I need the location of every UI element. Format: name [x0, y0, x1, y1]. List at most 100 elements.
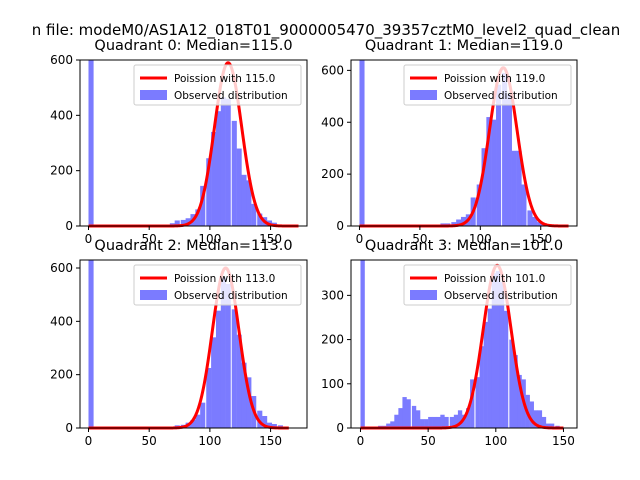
legend-swatch-patch: [140, 90, 167, 100]
histogram-bar: [517, 374, 522, 428]
histogram-bar: [541, 416, 547, 428]
histogram-bar: [195, 209, 201, 226]
histogram-bar: [491, 273, 497, 428]
histogram-bar: [241, 174, 247, 226]
histogram-bar: [398, 408, 403, 428]
chart-panel-0: 0 50 100 150 0 200 400 600 Poission with 115.0 Ob…: [50, 38, 308, 246]
x-tick-label: 0: [85, 232, 93, 246]
chart-panel-2: 0 50 100 150 0 200 400 600 Poission with 113.0 Ob…: [50, 238, 308, 448]
histogram-bar: [394, 414, 399, 428]
histogram-bar: [246, 377, 252, 428]
histogram-bar: [491, 119, 497, 226]
histogram-bar: [527, 210, 533, 226]
histogram-bar: [174, 220, 180, 226]
chart-panel-3: 0 50 100 150 0 100 200 300 Poission with 101.0 Ob…: [321, 238, 578, 448]
histogram-bar: [549, 423, 555, 428]
histogram-bar: [486, 117, 492, 226]
x-tick-label: 150: [259, 232, 282, 246]
legend-box: [403, 64, 572, 106]
x-tick-label: 50: [420, 434, 435, 448]
histogram-bar: [483, 321, 488, 428]
histogram-bar: [502, 72, 508, 226]
legend-box: [133, 64, 302, 106]
legend: Poission with 101.0 Observed distribution: [403, 264, 572, 306]
histogram-bar: [451, 222, 457, 226]
histogram-bar: [359, 60, 365, 226]
histogram-bar: [457, 410, 463, 428]
histogram-bar: [225, 284, 231, 428]
histogram-bar: [432, 416, 437, 428]
histogram-bar: [513, 355, 518, 428]
histogram-bar: [241, 362, 247, 428]
x-tick-label: 50: [142, 434, 157, 448]
histogram-bar: [532, 216, 538, 226]
x-tick-label: 0: [85, 434, 93, 448]
histogram-bar: [246, 180, 252, 226]
x-tick-label: 0: [356, 232, 364, 246]
y-tick-label: 200: [50, 368, 73, 382]
panel-title: Quadrant 0: Median=115.0: [94, 38, 292, 54]
legend-entry: Poission with 119.0: [444, 73, 545, 85]
histogram-bar: [206, 158, 212, 226]
y-tick-label: 600: [50, 53, 73, 67]
histogram-bar: [516, 150, 522, 226]
histogram-bar: [190, 420, 196, 428]
x-tick-label: 100: [484, 434, 507, 448]
panel-title: Quadrant 1: Median=119.0: [365, 38, 563, 54]
x-tick-label: 0: [357, 434, 365, 448]
legend-entry: Observed distribution: [174, 90, 288, 102]
histogram-bar: [466, 408, 471, 428]
y-tick-label: 0: [65, 219, 73, 233]
histogram-bar: [200, 402, 206, 428]
histogram-bar: [545, 423, 551, 428]
y-tick-label: 0: [65, 421, 73, 435]
histogram-bar: [503, 310, 509, 428]
histogram-bar: [509, 339, 514, 428]
x-tick-label: 50: [142, 232, 157, 246]
legend: Poission with 119.0 Observed distribution: [403, 64, 572, 106]
figure-suptitle: n file: modeM0/AS1A12_018T01_9000005470_…: [32, 21, 621, 40]
histogram-bar: [402, 397, 407, 428]
legend-swatch-patch: [410, 90, 437, 100]
histogram-bar: [257, 410, 263, 428]
x-tick-label: 150: [259, 434, 282, 448]
x-tick-label: 100: [198, 232, 221, 246]
histogram-bar: [415, 410, 421, 428]
histogram-bar: [461, 414, 467, 428]
histogram-bar: [411, 405, 417, 428]
histogram-bar: [220, 277, 226, 428]
histogram-bar: [481, 148, 487, 226]
legend-swatch-patch: [410, 290, 437, 300]
histogram-bar: [360, 260, 365, 428]
histogram-bar: [225, 98, 231, 226]
y-tick-label: 0: [336, 219, 344, 233]
histogram-bar: [185, 218, 191, 226]
histogram-bar: [456, 219, 462, 226]
axes-frame: [350, 59, 578, 227]
histogram-bar: [262, 416, 268, 428]
y-tick-label: 0: [336, 421, 344, 435]
histogram-bar: [180, 219, 186, 226]
histogram-bar: [511, 150, 517, 226]
histogram-bar: [88, 60, 94, 226]
axes-frame: [79, 259, 308, 429]
x-tick-label: 100: [469, 232, 492, 246]
y-tick-label: 100: [321, 377, 344, 391]
y-tick-label: 300: [321, 288, 344, 302]
histogram-bar: [453, 414, 459, 428]
legend-entry: Observed distribution: [444, 290, 558, 302]
histogram-bar: [449, 416, 455, 428]
legend-swatch-patch: [140, 290, 167, 300]
histogram-bar: [495, 271, 501, 428]
legend: Poission with 115.0 Observed distribution: [133, 64, 302, 106]
histogram-bar: [479, 346, 484, 428]
histogram-bar: [206, 368, 212, 428]
histogram-bar: [444, 416, 449, 428]
histogram-bar: [487, 308, 493, 428]
histogram-bar: [440, 414, 445, 428]
histogram-bar: [506, 93, 512, 226]
legend-entry: Poission with 101.0: [444, 273, 545, 285]
histogram-bar: [236, 148, 242, 226]
x-tick-label: 100: [198, 434, 221, 448]
histogram-bar: [215, 310, 222, 428]
